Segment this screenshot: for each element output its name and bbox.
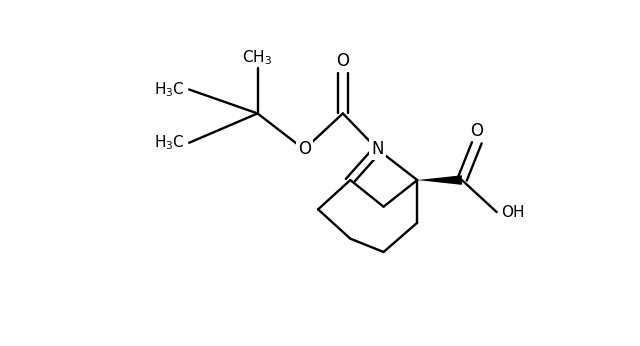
Text: N: N: [371, 140, 384, 158]
Polygon shape: [417, 175, 462, 185]
Text: H$_3$C: H$_3$C: [154, 134, 185, 152]
Text: O: O: [470, 121, 483, 139]
Text: CH$_3$: CH$_3$: [243, 48, 273, 67]
Text: O: O: [298, 140, 310, 158]
Text: H$_3$C: H$_3$C: [154, 80, 185, 99]
Text: OH: OH: [502, 204, 525, 219]
Text: O: O: [337, 52, 349, 70]
